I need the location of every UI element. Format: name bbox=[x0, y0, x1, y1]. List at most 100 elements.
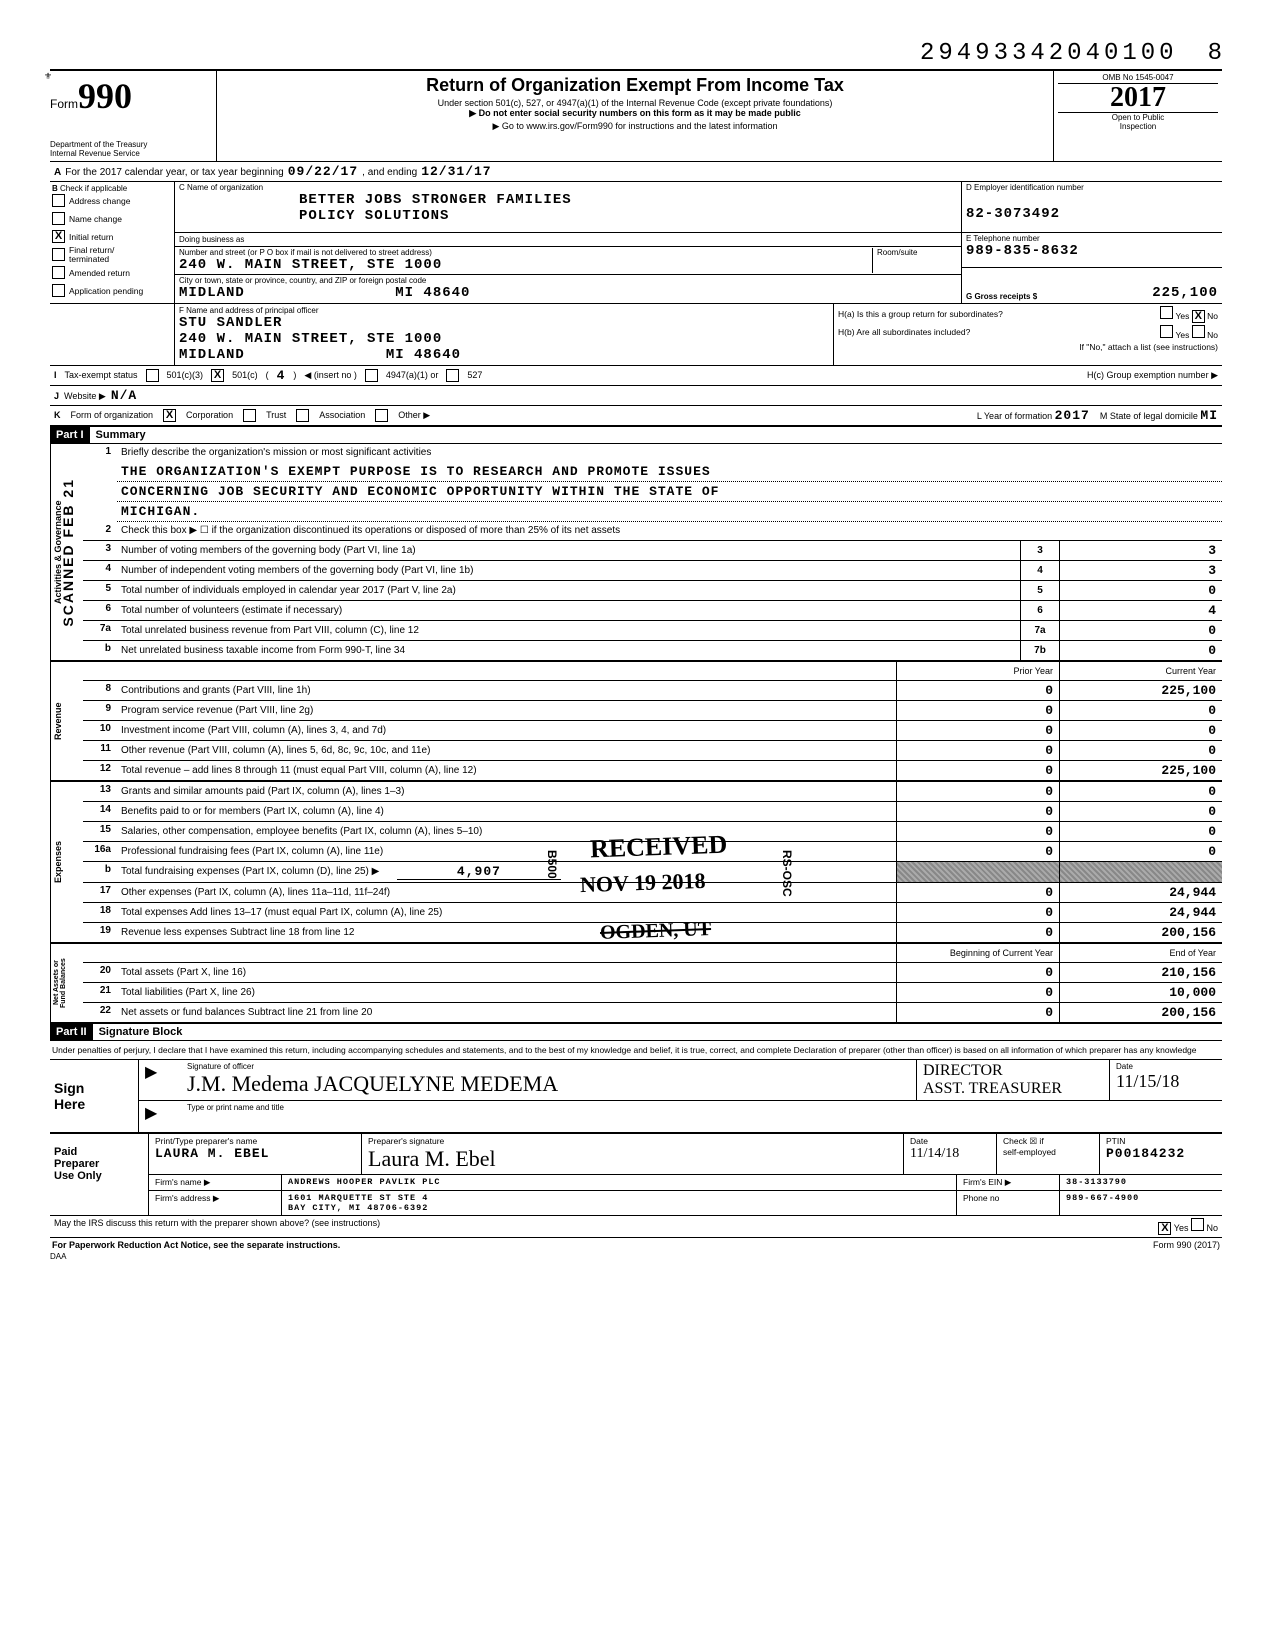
l13: Grants and similar amounts paid (Part IX… bbox=[117, 782, 896, 801]
open-inspection: Open to Public Inspection bbox=[1058, 112, 1218, 132]
cb-other[interactable] bbox=[375, 409, 388, 422]
cb-amended[interactable] bbox=[52, 266, 65, 279]
cb-4947[interactable] bbox=[365, 369, 378, 382]
gross-value: 225,100 bbox=[1152, 285, 1218, 301]
part1-header: Part I bbox=[50, 427, 90, 443]
hdr-eoy: End of Year bbox=[1059, 944, 1222, 962]
name-label: C Name of organization bbox=[179, 183, 957, 192]
prep-sig-label: Preparer's signature bbox=[368, 1136, 897, 1146]
city-label: City or town, state or province, country… bbox=[179, 276, 957, 285]
yes-2: Yes bbox=[1176, 330, 1190, 340]
v4: 3 bbox=[1060, 561, 1222, 580]
cb-initial-return[interactable]: X bbox=[52, 230, 65, 243]
c14: 0 bbox=[1059, 802, 1222, 821]
cb-address-change[interactable] bbox=[52, 194, 65, 207]
cb-final-return[interactable] bbox=[52, 248, 65, 261]
opt-501c: 501(c) bbox=[232, 370, 258, 380]
ha-yes[interactable] bbox=[1160, 306, 1173, 319]
stamp-received: RECEIVED bbox=[590, 830, 728, 865]
ha-no[interactable]: X bbox=[1192, 310, 1205, 323]
firm-name: ANDREWS HOOPER PAVLIK PLC bbox=[282, 1175, 957, 1190]
officer-title: DIRECTOR ASST. TREASURER bbox=[917, 1060, 1110, 1100]
firm-addr-label: Firm's address ▶ bbox=[149, 1191, 282, 1215]
hb-label: H(b) Are all subordinates included? bbox=[838, 327, 970, 337]
domicile-value: MI bbox=[1200, 408, 1218, 423]
hdr-current: Current Year bbox=[1059, 662, 1222, 680]
l1-text1: THE ORGANIZATION'S EXEMPT PURPOSE IS TO … bbox=[117, 462, 1222, 482]
irs-seal-icon: ⚜ bbox=[44, 71, 52, 82]
cb-pending[interactable] bbox=[52, 284, 65, 297]
cb-501c3[interactable] bbox=[146, 369, 159, 382]
hb-yes[interactable] bbox=[1160, 325, 1173, 338]
l7b: Net unrelated business taxable income fr… bbox=[117, 641, 1020, 660]
c11: 0 bbox=[1059, 741, 1222, 760]
firm-phone: 989-667-4900 bbox=[1060, 1191, 1222, 1215]
no-1: No bbox=[1207, 311, 1218, 321]
phone-label: E Telephone number bbox=[966, 234, 1218, 243]
cb-name-change[interactable] bbox=[52, 212, 65, 225]
tax-year-end: 12/31/17 bbox=[421, 164, 491, 179]
l16b: Total fundraising expenses (Part IX, col… bbox=[121, 866, 379, 877]
part2-header: Part II bbox=[50, 1024, 93, 1040]
doc-id: 29493342040100 bbox=[920, 40, 1178, 67]
lbl-trust: Trust bbox=[266, 410, 286, 420]
firm-addr1: 1601 MARQUETTE ST STE 4 bbox=[288, 1193, 950, 1203]
no-3: No bbox=[1206, 1223, 1218, 1233]
e20: 210,156 bbox=[1059, 963, 1222, 982]
l21: Total liabilities (Part X, line 26) bbox=[117, 983, 896, 1002]
c9: 0 bbox=[1059, 701, 1222, 720]
prep-name: LAURA M. EBEL bbox=[155, 1146, 355, 1161]
lbl-corp: Corporation bbox=[186, 410, 233, 420]
form-sub3: ▶ Go to www.irs.gov/Form990 for instruct… bbox=[221, 121, 1049, 132]
gross-label: G Gross receipts $ bbox=[966, 292, 1037, 301]
side-revenue: Revenue bbox=[50, 662, 83, 780]
may-no[interactable] bbox=[1191, 1218, 1204, 1231]
pra-notice: For Paperwork Reduction Act Notice, see … bbox=[52, 1240, 340, 1250]
self-emp-check: Check ☒ if self-employed bbox=[997, 1134, 1100, 1174]
l12: Total revenue – add lines 8 through 11 (… bbox=[117, 761, 896, 780]
opt-4947: 4947(a)(1) or bbox=[386, 370, 439, 380]
p14: 0 bbox=[896, 802, 1059, 821]
sig-label: Signature of officer bbox=[187, 1062, 910, 1071]
may-yes[interactable]: X bbox=[1158, 1222, 1171, 1235]
l1-text3: MICHIGAN. bbox=[117, 502, 1222, 522]
ha-label: H(a) Is this a group return for subordin… bbox=[838, 309, 1003, 319]
row-a-label: For the 2017 calendar year, or tax year … bbox=[65, 167, 283, 178]
cb-501c[interactable]: X bbox=[211, 369, 224, 382]
l6: Total number of volunteers (estimate if … bbox=[117, 601, 1020, 620]
c8: 225,100 bbox=[1059, 681, 1222, 700]
addr-label: Number and street (or P O box if mail is… bbox=[179, 248, 872, 257]
e22: 200,156 bbox=[1059, 1003, 1222, 1022]
l10: Investment income (Part VIII, column (A)… bbox=[117, 721, 896, 740]
p16b-gray bbox=[896, 862, 1059, 882]
cb-assoc[interactable] bbox=[296, 409, 309, 422]
v7b: 0 bbox=[1060, 641, 1222, 660]
firm-addr2: BAY CITY, MI 48706-6392 bbox=[288, 1203, 950, 1213]
firm-name-label: Firm's name ▶ bbox=[149, 1175, 282, 1190]
ein-value: 82-3073492 bbox=[966, 206, 1218, 222]
l20: Total assets (Part X, line 16) bbox=[117, 963, 896, 982]
form-org-label: Form of organization bbox=[71, 410, 154, 420]
opt-501c3: 501(c)(3) bbox=[167, 370, 204, 380]
hb-no[interactable] bbox=[1192, 325, 1205, 338]
hdr-boy: Beginning of Current Year bbox=[896, 944, 1059, 962]
cb-corp[interactable]: X bbox=[163, 409, 176, 422]
c16a: 0 bbox=[1059, 842, 1222, 861]
p19: 0 bbox=[896, 923, 1059, 942]
officer-addr2: MIDLAND MI 48640 bbox=[179, 347, 829, 363]
c19: 200,156 bbox=[1059, 923, 1222, 942]
tax-status-label: Tax-exempt status bbox=[65, 370, 138, 380]
hc-label: H(c) Group exemption number ▶ bbox=[1087, 370, 1218, 381]
stamp-location: OGDEN, UT bbox=[600, 918, 712, 945]
yes-3: Yes bbox=[1174, 1223, 1189, 1233]
v7a: 0 bbox=[1060, 621, 1222, 640]
lbl-name-change: Name change bbox=[69, 214, 122, 224]
paid-prep-label: Paid Preparer Use Only bbox=[50, 1134, 148, 1215]
cb-trust[interactable] bbox=[243, 409, 256, 422]
firm-phone-label: Phone no bbox=[957, 1191, 1060, 1215]
part1-title: Summary bbox=[90, 427, 152, 443]
l7a: Total unrelated business revenue from Pa… bbox=[117, 621, 1020, 640]
firm-ein-label: Firm's EIN ▶ bbox=[957, 1175, 1060, 1190]
cb-527[interactable] bbox=[446, 369, 459, 382]
l19: Revenue less expenses Subtract line 18 f… bbox=[117, 923, 896, 942]
